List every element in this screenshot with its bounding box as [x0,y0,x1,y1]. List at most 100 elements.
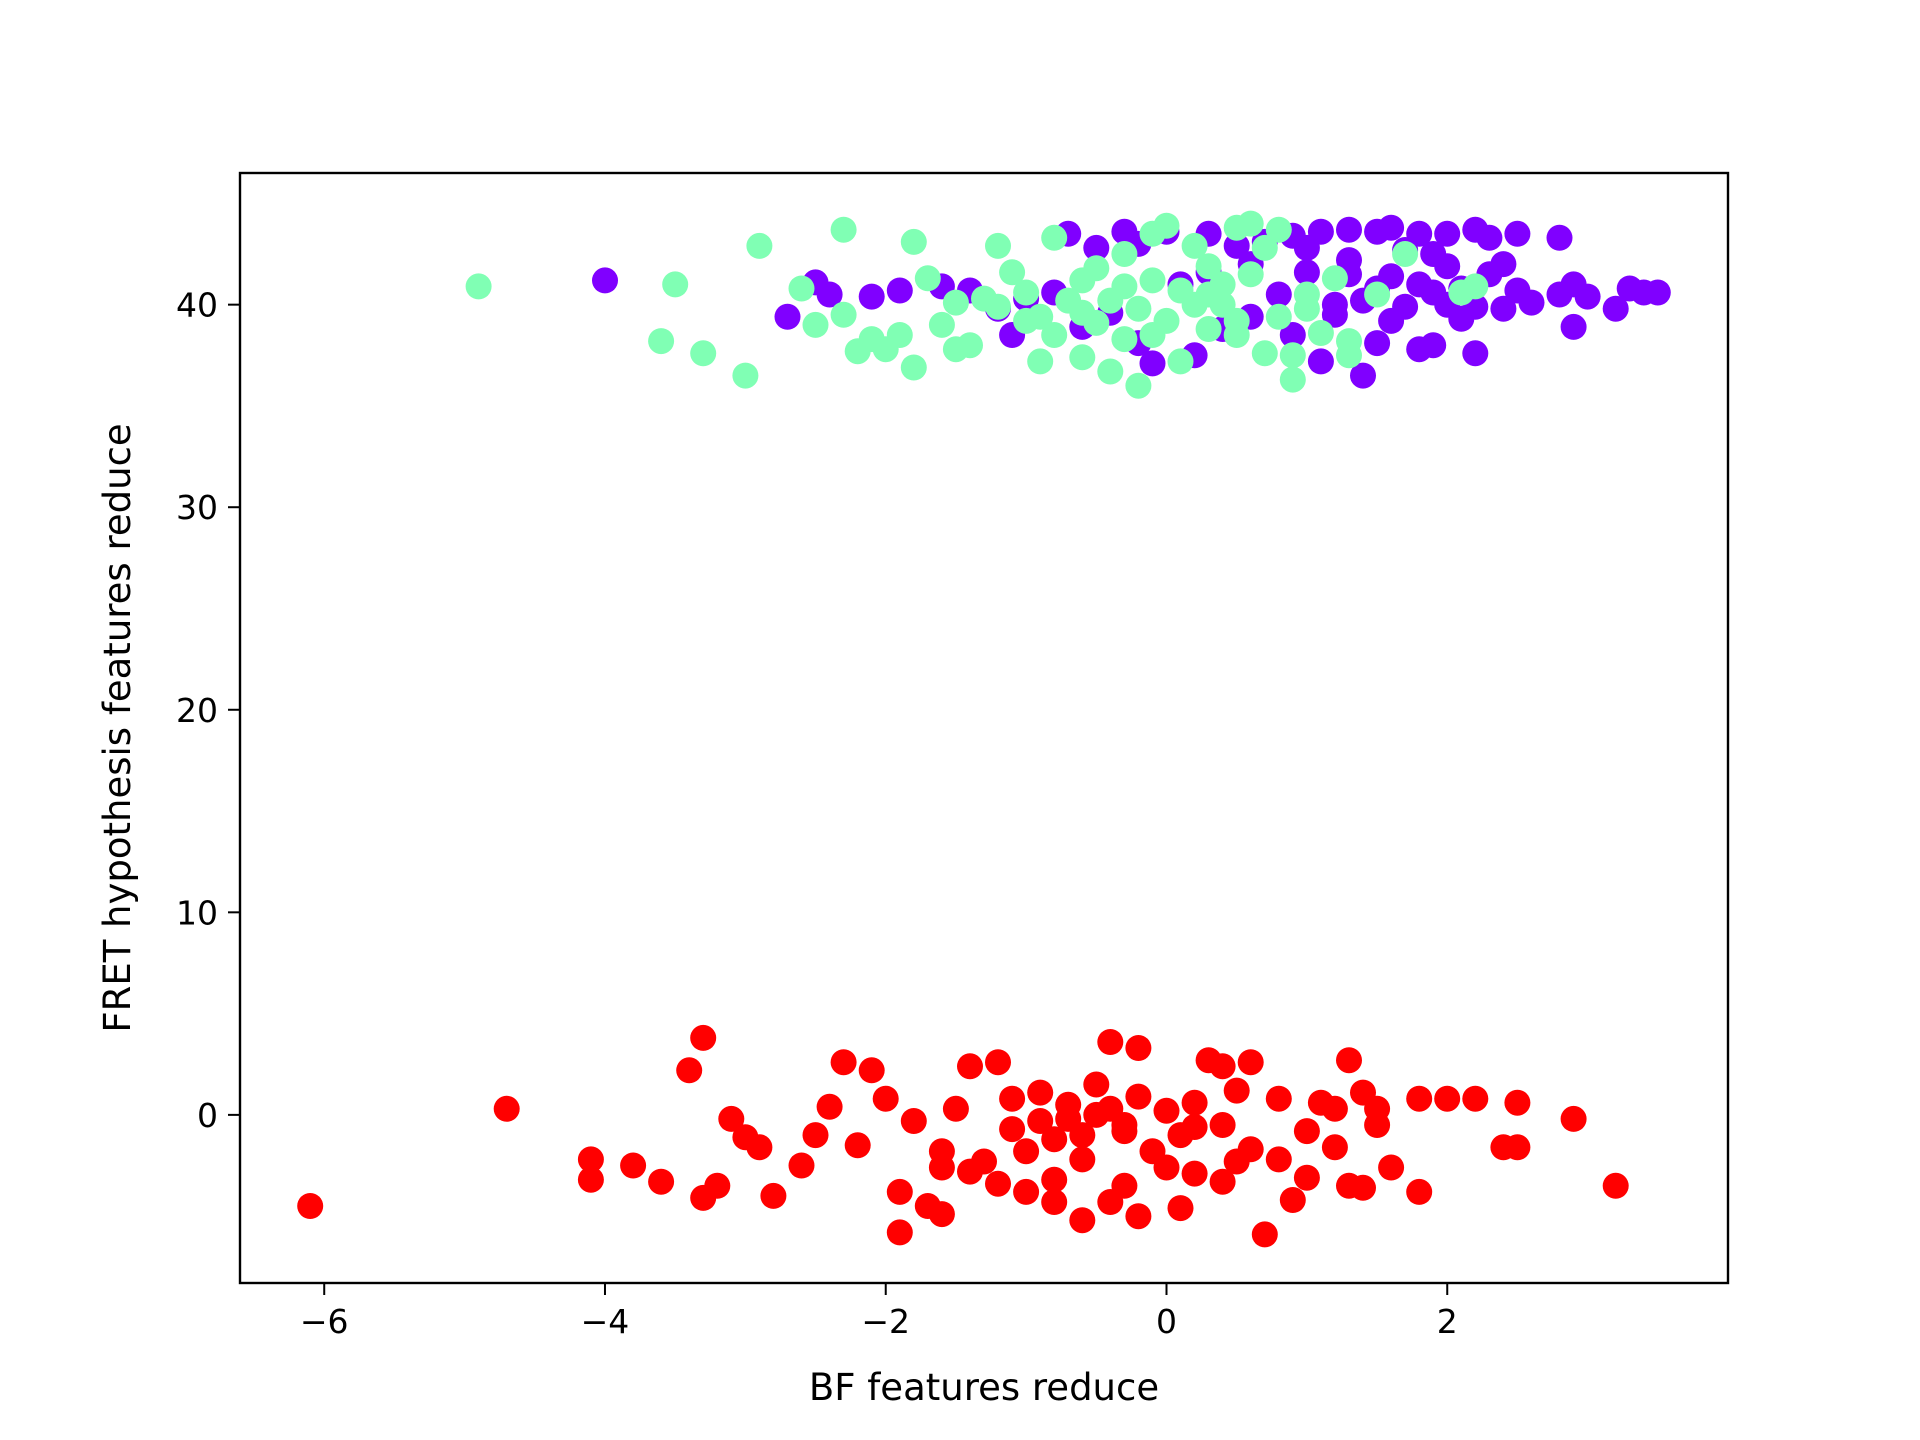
scatter-point-s1-77 [1195,281,1222,308]
scatter-point-s0-81 [1420,241,1447,267]
scatter-point-s0-73 [1406,271,1433,298]
scatter-point-s1-66 [1013,279,1040,306]
x-tick-label: 2 [1437,1302,1458,1341]
scatter-point-s1-52 [1279,366,1306,393]
scatter-point-s1-13 [886,322,913,348]
scatter-point-s0-61 [1518,289,1545,316]
scatter-point-s2-77 [1378,1154,1405,1181]
scatter-point-s2-5 [648,1168,675,1195]
scatter-point-s1-73 [942,289,969,316]
scatter-point-s1-50 [1265,303,1292,330]
x-tick-label: 0 [1156,1302,1177,1341]
scatter-point-s1-60 [1364,281,1391,308]
scatter-point-s1-38 [1167,348,1194,375]
scatter-point-s2-70 [1321,1095,1348,1122]
scatter-point-s0-14 [1083,234,1110,261]
scatter-point-s2-93 [1097,1095,1124,1122]
scatter-point-s2-27 [942,1095,969,1122]
scatter-point-s1-49 [1251,234,1278,261]
scatter-point-s2-22 [886,1219,913,1246]
scatter-point-s0-48 [1420,332,1447,359]
scatter-point-s1-59 [1336,342,1362,369]
scatter-point-s1-48 [1251,340,1278,367]
scatter-point-s2-98 [1223,1148,1250,1175]
scatter-point-s2-71 [1336,1047,1362,1074]
scatter-point-s1-4 [732,362,759,389]
scatter-point-s0-37 [1350,362,1376,389]
y-tick-label: 20 [176,691,218,730]
scatter-point-s2-14 [788,1152,815,1179]
scatter-point-s2-84 [1504,1089,1531,1116]
scatter-point-s2-35 [1027,1079,1054,1106]
scatter-point-s0-4 [858,283,885,310]
scatter-point-s2-9 [704,1172,731,1199]
scatter-point-s2-6 [676,1057,703,1084]
scatter-point-s0-29 [1279,322,1306,348]
scatter-point-s1-78 [1069,267,1096,294]
scatter-point-s2-17 [830,1049,857,1076]
scatter-point-s0-32 [1307,348,1334,375]
scatter-point-s2-31 [985,1170,1011,1197]
scatter-point-s2-39 [1069,1207,1096,1234]
scatter-point-s1-41 [1195,316,1222,342]
scatter-point-s1-47 [1237,210,1264,237]
scatter-point-s2-13 [760,1182,787,1209]
scatter-point-s1-42 [1195,253,1222,280]
scatter-point-s1-69 [1125,295,1152,322]
scatter-point-s1-7 [802,311,829,338]
scatter-point-s0-36 [1336,216,1362,243]
y-tick-label: 0 [197,1096,218,1135]
scatter-point-s2-23 [900,1108,927,1134]
scatter-point-s0-56 [1476,224,1503,251]
scatter-point-s2-47 [1125,1035,1152,1061]
scatter-point-s1-72 [985,293,1011,320]
scatter-point-s1-63 [1462,273,1489,300]
scatter-point-s1-57 [1321,265,1348,292]
scatter-point-s1-0 [465,273,492,300]
scatter-point-s0-28 [1265,281,1292,308]
scatter-point-s2-97 [928,1154,955,1181]
scatter-point-s2-3 [577,1166,604,1193]
scatter-point-s0-0 [592,267,618,294]
scatter-point-s2-42 [1097,1029,1124,1055]
scatter-point-s1-71 [1111,273,1138,300]
x-axis-label: BF features reduce [809,1366,1159,1409]
scatter-point-s2-79 [1406,1178,1433,1205]
scatter-point-s2-62 [1251,1221,1278,1248]
scatter-point-s1-2 [662,271,689,298]
scatter-point-s0-67 [1602,295,1629,322]
scatter-point-s2-67 [1293,1164,1320,1191]
scatter-point-s1-14 [900,228,927,255]
y-axis-label: FRET hypothesis features reduce [96,423,139,1032]
scatter-point-s2-64 [1265,1146,1292,1173]
scatter-point-s0-62 [1546,224,1573,251]
y-tick-label: 10 [176,893,218,932]
scatter-point-s0-5 [886,277,913,304]
scatter-point-s2-19 [858,1057,885,1084]
scatter-point-s2-86 [1602,1172,1629,1199]
scatter-point-s2-30 [985,1049,1011,1076]
scatter-point-s2-7 [690,1024,717,1051]
scatter-point-s2-36 [1041,1126,1068,1153]
scatter-point-s1-30 [1097,358,1124,385]
scatter-point-s1-40 [1181,232,1208,259]
scatter-point-s0-58 [1490,251,1517,278]
scatter-point-s2-57 [1209,1053,1236,1080]
scatter-point-s2-16 [816,1093,843,1120]
scatter-point-s2-40 [1069,1146,1096,1173]
scatter-point-s2-1 [493,1095,520,1122]
scatter-point-s0-66 [1574,283,1601,310]
scatter-point-s1-55 [1293,295,1320,322]
scatter-point-s1-53 [1279,342,1306,369]
scatter-point-s1-33 [1125,372,1152,399]
scatter-point-s1-67 [1041,322,1068,348]
scatter-point-s1-27 [1069,344,1096,371]
scatter-point-s2-92 [1027,1108,1054,1134]
scatter-point-s1-76 [1139,322,1166,348]
scatter-point-s0-25 [1223,232,1250,259]
scatter-point-s2-76 [1364,1095,1391,1122]
scatter-point-s2-63 [1265,1085,1292,1112]
scatter-point-s0-53 [1462,340,1489,367]
scatter-point-s1-17 [928,311,955,338]
scatter-point-s0-40 [1364,330,1391,357]
